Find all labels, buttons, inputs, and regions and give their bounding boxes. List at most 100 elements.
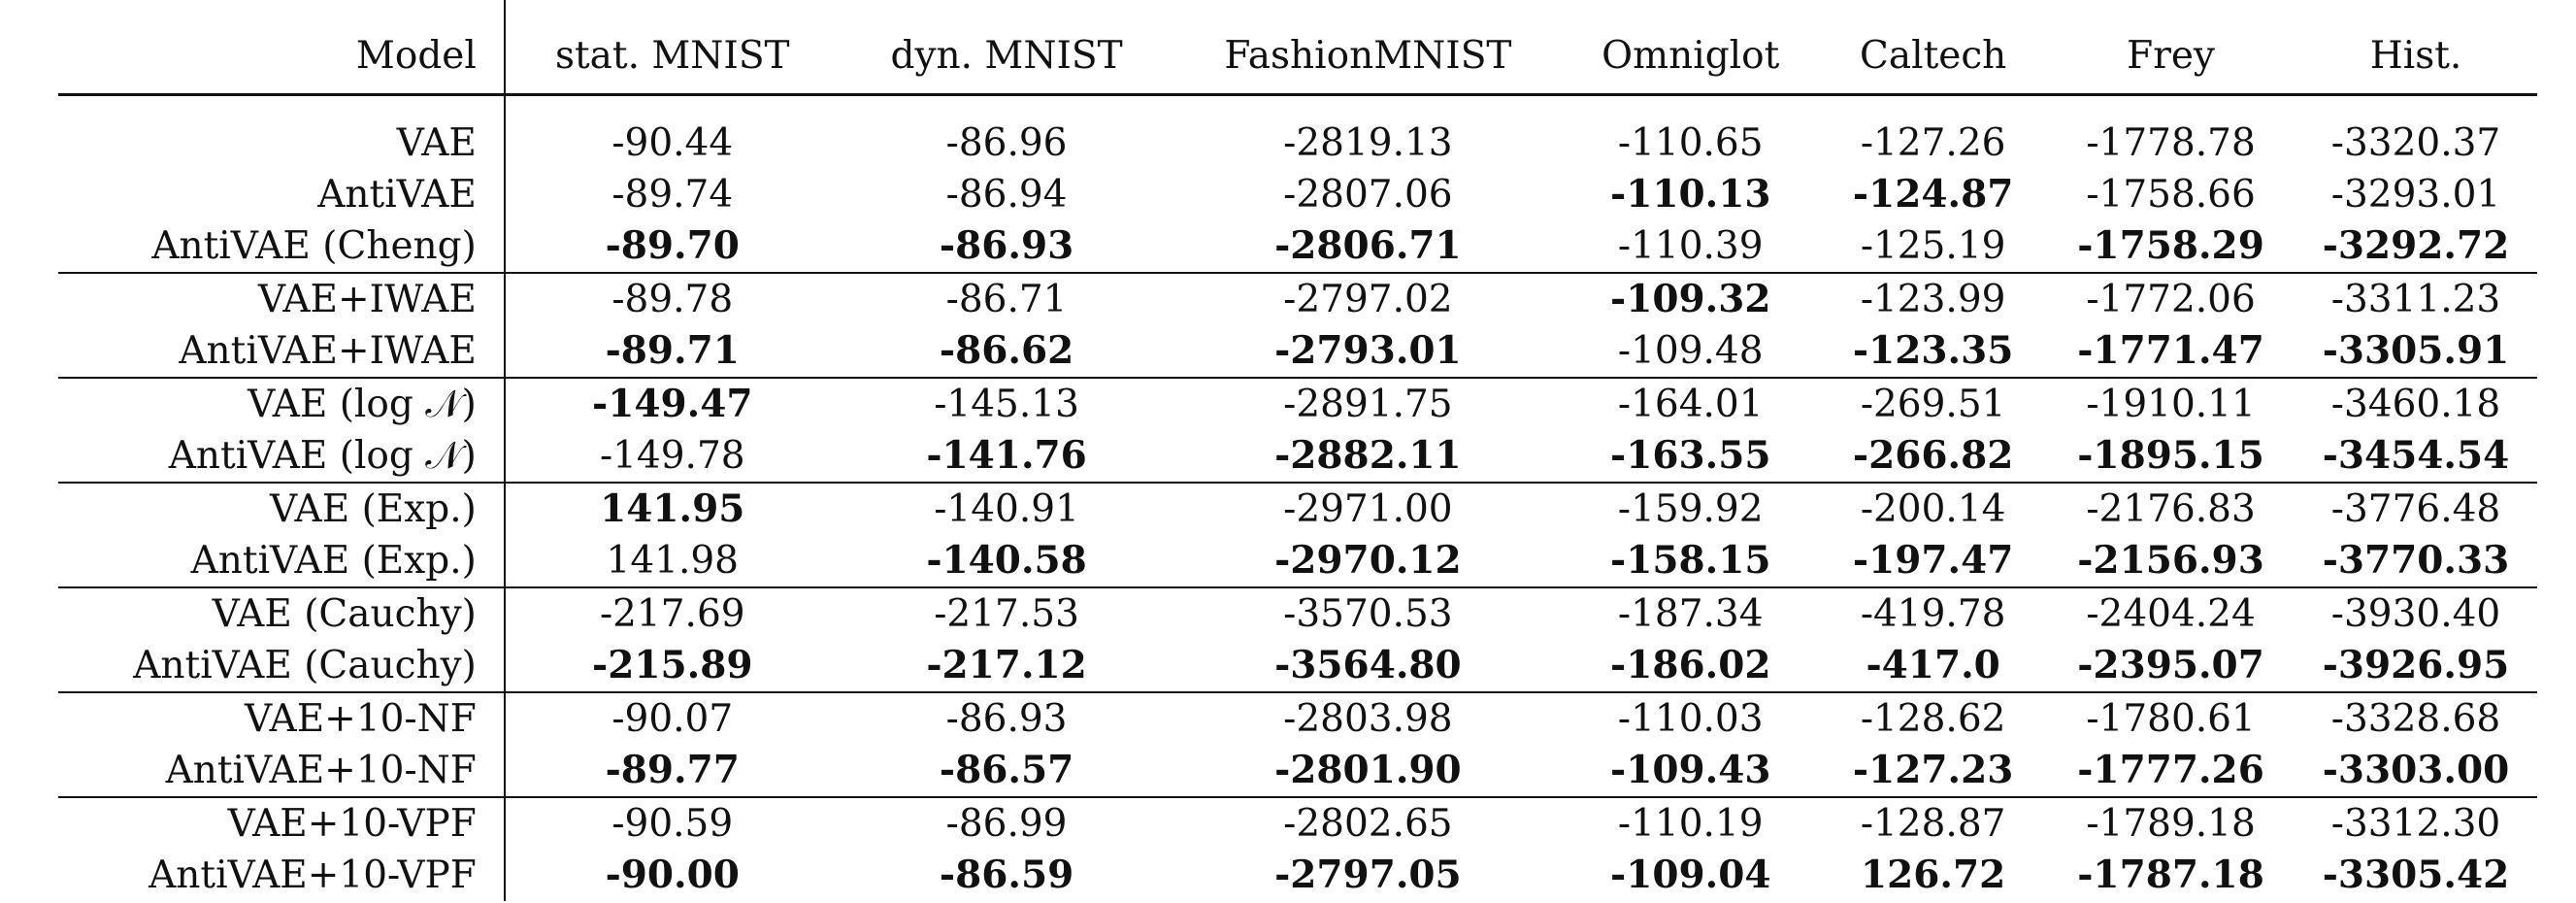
value-cell: -1758.66	[2086, 173, 2256, 217]
value-cell: -2806.71	[1274, 223, 1462, 268]
value-cell: -89.70	[605, 223, 740, 268]
value-cell: -3564.80	[1274, 643, 1462, 687]
value-cell: -1787.18	[2077, 853, 2264, 897]
table-row: AntiVAE (Exp.) 141.98 -140.58 -2970.12 -158.…	[58, 535, 2537, 587]
value-cell: -124.87	[1852, 172, 2014, 217]
table-body: VAE -90.44 -86.96 -2819.13 -110.65 -127.26 -17…	[58, 94, 2537, 901]
column-header-dyn-mnist: dyn. MNIST	[890, 33, 1123, 78]
value-cell: -149.47	[504, 377, 840, 430]
value-cell: -3454.54	[2322, 433, 2510, 478]
value-cell: -110.19	[1562, 796, 1820, 850]
results-table: Model stat. MNIST dyn. MNIST FashionMNIS…	[58, 0, 2537, 901]
model-name-cell: AntiVAE+10-VPF	[58, 850, 506, 901]
value-cell: -3312.30	[2295, 796, 2537, 850]
value-cell: -128.87	[1819, 796, 2048, 850]
value-cell: -140.91	[839, 482, 1174, 535]
value-cell: -217.53	[839, 586, 1174, 640]
value-cell: -2803.98	[1173, 691, 1563, 745]
value-cell: -217.69	[504, 586, 840, 640]
value-cell: -86.94	[945, 173, 1068, 217]
model-name-cell: VAE (Exp.)	[58, 482, 506, 535]
column-header-omniglot: Omniglot	[1602, 33, 1780, 78]
value-cell: -123.35	[1852, 328, 2014, 373]
value-cell: -3570.53	[1173, 586, 1563, 640]
value-cell: -3930.40	[2295, 586, 2537, 640]
table-header: Model stat. MNIST dyn. MNIST FashionMNIS…	[58, 0, 2537, 95]
value-cell: -3311.23	[2295, 272, 2537, 325]
value-cell: -1780.61	[2047, 691, 2295, 745]
table-row: AntiVAE+IWAE -89.71 -86.62 -2793.01 -109.48 -…	[58, 325, 2537, 378]
value-cell: -215.89	[592, 643, 753, 687]
value-cell: -141.76	[926, 433, 1087, 478]
value-cell: -186.02	[1610, 643, 1771, 687]
value-cell: -109.43	[1610, 748, 1771, 792]
value-cell: -3305.42	[2322, 853, 2510, 897]
value-cell: -159.92	[1562, 482, 1820, 535]
value-cell: -3460.18	[2295, 377, 2537, 430]
value-cell: -109.04	[1610, 853, 1771, 897]
table-row: VAE -90.44 -86.96 -2819.13 -110.65 -127.26 -17…	[58, 94, 2537, 169]
value-cell: -3292.72	[2322, 223, 2510, 268]
value-cell: -3293.01	[2330, 173, 2501, 217]
value-cell: -86.62	[939, 328, 1074, 373]
value-cell: -90.07	[504, 691, 840, 745]
value-cell: -89.77	[605, 748, 740, 792]
value-cell: -2793.01	[1274, 328, 1462, 373]
value-cell: -89.78	[504, 272, 840, 325]
value-cell: -109.32	[1562, 272, 1820, 325]
header-row: Model stat. MNIST dyn. MNIST FashionMNIS…	[58, 0, 2537, 95]
value-cell: -89.74	[611, 173, 734, 217]
value-cell: -2882.11	[1274, 433, 1462, 478]
column-header-fashionmnist: FashionMNIST	[1224, 33, 1512, 78]
value-cell: -417.0	[1866, 643, 2000, 687]
value-cell: -2395.07	[2077, 643, 2264, 687]
model-name-cell: VAE+10-VPF	[58, 796, 506, 850]
value-cell: -86.57	[939, 748, 1074, 792]
value-cell: -1895.15	[2077, 433, 2264, 478]
model-name-cell: AntiVAE (Exp.)	[58, 535, 506, 587]
table-row: VAE (Exp.) 141.95 -140.91 -2971.00 -159.92 -2…	[58, 482, 2537, 535]
value-cell: -2971.00	[1173, 482, 1563, 535]
value-cell: -269.51	[1819, 377, 2048, 430]
table-row: VAE+10-NF -90.07 -86.93 -2803.98 -110.03 -128…	[58, 691, 2537, 745]
value-cell: -140.58	[926, 538, 1087, 583]
value-cell: -86.59	[939, 853, 1074, 897]
model-name-cell: AntiVAE (Cheng)	[58, 220, 506, 273]
value-cell: -3305.91	[2322, 328, 2510, 373]
model-name-cell: VAE	[58, 94, 506, 169]
column-header-frey: Frey	[2127, 33, 2215, 78]
value-cell: -2802.65	[1173, 796, 1563, 850]
model-name-cell: VAE+10-NF	[58, 691, 506, 745]
value-cell: -86.93	[839, 691, 1174, 745]
value-cell: -86.71	[839, 272, 1174, 325]
column-header-caltech: Caltech	[1860, 33, 2007, 78]
value-cell: -3303.00	[2322, 748, 2510, 792]
value-cell: -3926.95	[2322, 643, 2510, 687]
table-row: AntiVAE -89.74 -86.94 -2807.06 -110.13 -124.8…	[58, 169, 2537, 220]
value-cell: -90.00	[605, 853, 740, 897]
value-cell: -90.59	[504, 796, 840, 850]
value-cell: -128.62	[1819, 691, 2048, 745]
value-cell: -3770.33	[2322, 538, 2510, 583]
value-cell: -89.71	[605, 328, 740, 373]
value-cell: 141.95	[504, 482, 840, 535]
value-cell: -110.03	[1562, 691, 1820, 745]
value-cell: -2404.24	[2047, 586, 2295, 640]
table-row: VAE+10-VPF -90.59 -86.99 -2802.65 -110.19 -12…	[58, 796, 2537, 850]
value-cell: -1758.29	[2077, 223, 2264, 268]
table-row: VAE+IWAE -89.78 -86.71 -2797.02 -109.32 -123.…	[58, 272, 2537, 325]
value-cell: -200.14	[1819, 482, 2048, 535]
table-row: VAE (Cauchy) -217.69 -217.53 -3570.53 -187.3…	[58, 586, 2537, 640]
value-cell: -2891.75	[1173, 377, 1563, 430]
model-name-cell: AntiVAE+IWAE	[58, 325, 506, 378]
model-name-cell: AntiVAE	[58, 169, 506, 220]
value-cell: -163.55	[1610, 433, 1771, 478]
table-row: AntiVAE (Cauchy) -215.89 -217.12 -3564.80 -1…	[58, 640, 2537, 692]
value-cell: -1789.18	[2047, 796, 2295, 850]
value-cell: -217.12	[926, 643, 1087, 687]
value-cell: -1910.11	[2047, 377, 2295, 430]
value-cell: -1772.06	[2047, 272, 2295, 325]
value-cell: -2801.90	[1274, 748, 1462, 792]
value-cell: -110.65	[1617, 121, 1764, 165]
value-cell: -419.78	[1819, 586, 2048, 640]
